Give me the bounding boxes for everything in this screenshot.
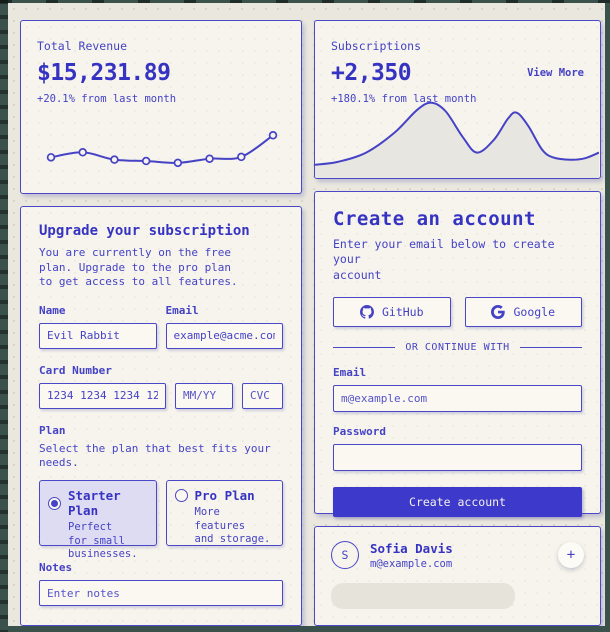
starter-plan-description: Perfect for small businesses. <box>68 521 138 561</box>
add-contact-button[interactable]: + <box>558 542 584 569</box>
email-label: Email <box>165 303 199 317</box>
notes-input[interactable] <box>39 580 283 607</box>
notes-label: Notes <box>39 561 73 575</box>
total-revenue-card: Total Revenue $15,231.89 +20.1% from las… <box>20 20 302 195</box>
card-number-label: Card Number <box>39 363 112 377</box>
radio-starter-icon[interactable] <box>48 496 61 510</box>
upgrade-description: You are currently on the free plan. Upgr… <box>39 246 238 289</box>
contact-card: S Sofia Davis m@example.com + <box>314 525 601 626</box>
avatar: S <box>331 541 359 570</box>
password-label: Password <box>333 425 386 439</box>
create-account-description: Enter your email below to create your ac… <box>333 236 555 282</box>
left-column: Total Revenue $15,231.89 +20.1% from las… <box>20 20 302 626</box>
plan-option-pro[interactable]: Pro Plan More features and storage. <box>165 480 283 547</box>
name-input[interactable] <box>39 322 157 349</box>
view-more-link[interactable]: View More <box>527 67 584 79</box>
create-account-title: Create an account <box>333 207 536 230</box>
create-account-card: Create an account Enter your email below… <box>314 190 601 518</box>
expiry-input[interactable] <box>175 382 233 409</box>
name-label: Name <box>39 303 66 317</box>
subscriptions-label: Subscriptions <box>331 39 422 53</box>
password-input[interactable] <box>333 444 582 472</box>
upgrade-title: Upgrade your subscription <box>39 223 250 240</box>
right-column: Subscriptions +2,350 View More +180.1% f… <box>314 20 601 626</box>
plan-option-starter[interactable]: Starter Plan Perfect for small businesse… <box>39 480 157 560</box>
or-continue-divider: OR CONTINUE WITH <box>333 342 583 354</box>
cvc-input[interactable] <box>242 382 283 409</box>
plus-icon: + <box>566 547 576 564</box>
dashboard-page: Total Revenue $15,231.89 +20.1% from las… <box>8 3 605 626</box>
create-account-button[interactable]: Create account <box>333 487 582 518</box>
message-bubble <box>331 582 515 609</box>
signup-email-input[interactable] <box>333 385 582 413</box>
google-button-label: Google <box>513 305 556 320</box>
google-button[interactable]: Google <box>464 297 582 328</box>
signup-email-label: Email <box>333 366 367 380</box>
subscriptions-card: Subscriptions +2,350 View More +180.1% f… <box>314 20 601 179</box>
subscriptions-value: +2,350 <box>331 60 412 86</box>
total-revenue-delta: +20.1% from last month <box>37 93 177 105</box>
total-revenue-label: Total Revenue <box>37 39 128 53</box>
subscriptions-delta: +180.1% from last month <box>331 93 477 105</box>
github-button-label: GitHub <box>381 305 424 320</box>
subscriptions-chart <box>315 101 599 178</box>
upgrade-subscription-card: Upgrade your subscription You are curren… <box>20 206 302 626</box>
github-icon <box>359 305 374 319</box>
divider-label: OR CONTINUE WITH <box>405 342 510 354</box>
starter-plan-name: Starter Plan <box>68 488 121 519</box>
total-revenue-value: $15,231.89 <box>37 60 171 86</box>
google-icon <box>491 305 506 320</box>
contact-email: m@example.com <box>370 557 453 570</box>
github-button[interactable]: GitHub <box>333 297 451 328</box>
radio-pro-icon[interactable] <box>174 489 188 503</box>
divider-line-right <box>519 347 583 349</box>
contact-name: Sofia Davis <box>370 540 453 556</box>
pro-plan-description: More features and storage. <box>194 506 271 546</box>
email-field[interactable] <box>165 322 283 349</box>
card-number-input[interactable] <box>39 382 166 409</box>
plan-label: Plan <box>39 423 66 437</box>
divider-line-left <box>333 347 396 349</box>
plan-description: Select the plan that best fits your need… <box>39 441 271 470</box>
revenue-chart <box>46 131 278 168</box>
pro-plan-name: Pro Plan <box>194 488 255 504</box>
